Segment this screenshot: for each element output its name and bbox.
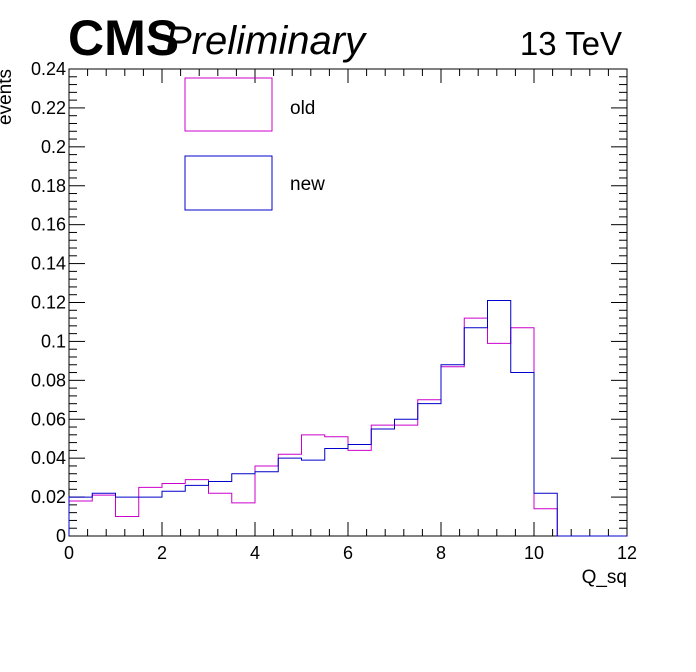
y-tick-label: 0.06 (31, 409, 66, 429)
y-tick-label: 0.02 (31, 487, 66, 507)
y-tick-label: 0.16 (31, 215, 66, 235)
legend-label-new: new (290, 174, 325, 195)
y-tick-label: 0.08 (31, 370, 66, 390)
y-axis-title: events (0, 69, 16, 125)
cms-label: CMS (68, 10, 179, 66)
x-tick-label: 6 (343, 543, 353, 563)
y-tick-label: 0 (56, 526, 66, 546)
y-tick-label: 0.14 (31, 254, 66, 274)
y-tick-label: 0.24 (31, 59, 66, 79)
axis-ticks (68, 68, 628, 537)
legend-label-old: old (290, 98, 315, 119)
preliminary-label: Preliminary (165, 19, 368, 63)
x-tick-label: 2 (157, 543, 167, 563)
legend: old new (184, 77, 325, 211)
y-tick-label: 0.04 (31, 448, 66, 468)
x-tick-label: 0 (64, 543, 74, 563)
x-tick-label: 8 (436, 543, 446, 563)
x-axis-title: Q_sq (582, 567, 627, 588)
plot-frame (68, 68, 628, 537)
series-old-line (68, 317, 627, 537)
legend-swatch-old (184, 77, 273, 132)
y-tick-label: 0.1 (41, 331, 66, 351)
series-layer (68, 300, 627, 537)
legend-swatch-new (184, 155, 273, 211)
tick-labels: 0 2 4 6 8 10 12 0 0.02 0.04 0.06 0.08 0.1 0.12 0.14 0.1… (31, 59, 637, 563)
x-tick-label: 4 (250, 543, 260, 563)
x-tick-label: 12 (617, 543, 637, 563)
y-tick-label: 0.18 (31, 176, 66, 196)
x-tick-label: 10 (524, 543, 544, 563)
series-new-line (68, 300, 627, 537)
y-tick-label: 0.12 (31, 293, 66, 313)
energy-label: 13 TeV (520, 25, 622, 62)
y-tick-label: 0.22 (31, 98, 66, 118)
y-tick-label: 0.2 (41, 137, 66, 157)
